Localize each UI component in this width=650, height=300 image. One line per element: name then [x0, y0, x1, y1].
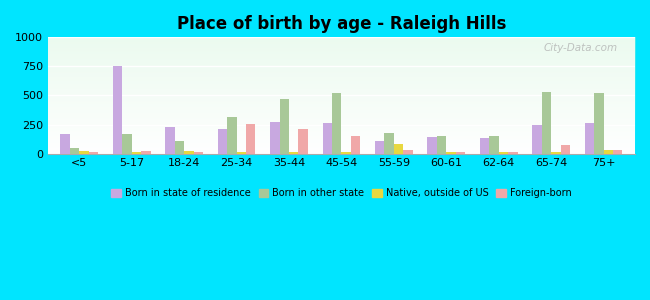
- Bar: [79, 151, 89, 154]
- Bar: [237, 152, 246, 154]
- Bar: [270, 122, 280, 154]
- Bar: [141, 151, 151, 154]
- Bar: [246, 124, 255, 154]
- Bar: [508, 152, 517, 154]
- Bar: [447, 152, 456, 154]
- Bar: [89, 152, 98, 154]
- Bar: [113, 66, 122, 154]
- Bar: [184, 151, 194, 154]
- Bar: [437, 136, 447, 154]
- Bar: [375, 141, 384, 154]
- Bar: [594, 93, 604, 154]
- Bar: [551, 152, 560, 154]
- Bar: [403, 149, 413, 154]
- Text: City-Data.com: City-Data.com: [543, 43, 618, 53]
- Bar: [613, 149, 623, 154]
- Bar: [280, 99, 289, 154]
- Bar: [218, 129, 227, 154]
- Bar: [584, 123, 594, 154]
- Bar: [541, 92, 551, 154]
- Title: Place of birth by age - Raleigh Hills: Place of birth by age - Raleigh Hills: [177, 15, 506, 33]
- Bar: [289, 152, 298, 154]
- Bar: [604, 150, 613, 154]
- Bar: [532, 125, 541, 154]
- Bar: [60, 134, 70, 154]
- Bar: [165, 127, 175, 154]
- Bar: [322, 123, 332, 154]
- Bar: [175, 141, 184, 154]
- Bar: [332, 93, 341, 154]
- Bar: [351, 136, 360, 154]
- Bar: [194, 152, 203, 154]
- Bar: [456, 152, 465, 154]
- Bar: [480, 139, 489, 154]
- Bar: [227, 117, 237, 154]
- Legend: Born in state of residence, Born in other state, Native, outside of US, Foreign-: Born in state of residence, Born in othe…: [107, 184, 575, 202]
- Bar: [560, 145, 570, 154]
- Bar: [394, 144, 403, 154]
- Bar: [132, 152, 141, 154]
- Bar: [499, 152, 508, 154]
- Bar: [298, 129, 308, 154]
- Bar: [384, 133, 394, 154]
- Bar: [122, 134, 132, 154]
- Bar: [489, 136, 499, 154]
- Bar: [70, 148, 79, 154]
- Bar: [341, 152, 351, 154]
- Bar: [428, 137, 437, 154]
